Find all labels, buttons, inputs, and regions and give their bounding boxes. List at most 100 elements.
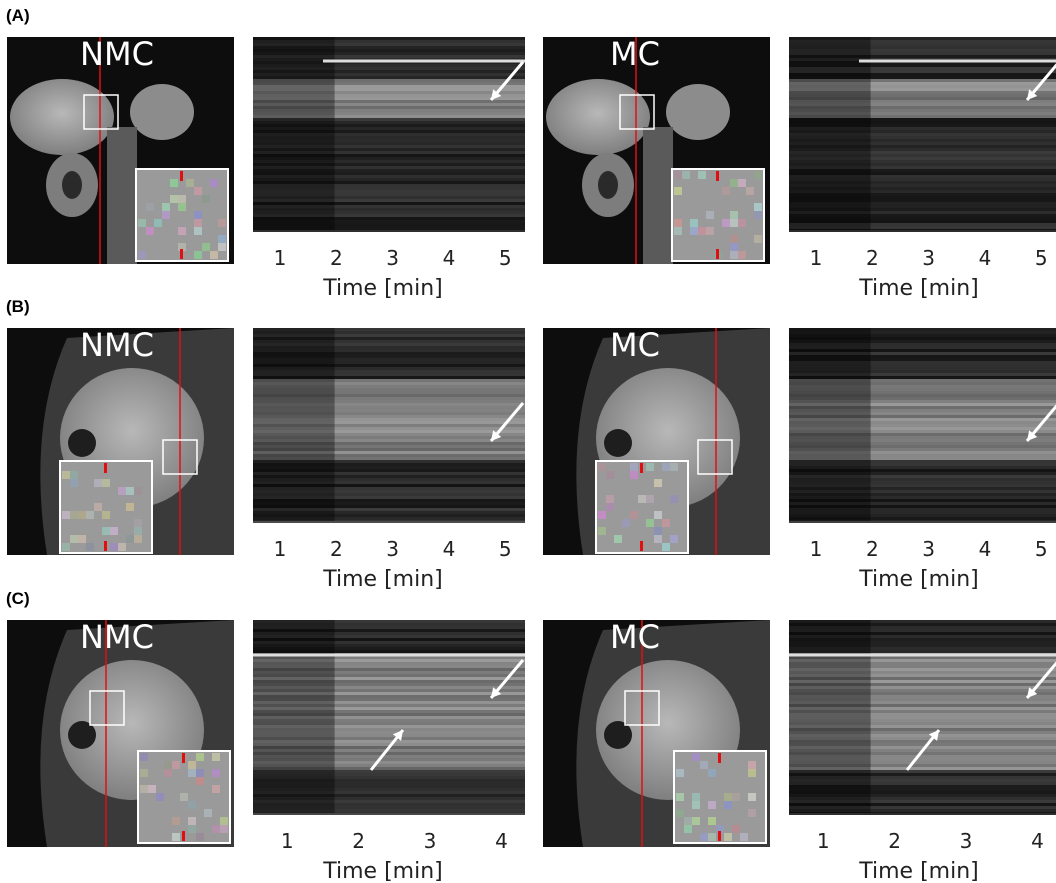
inset-pixel (134, 527, 142, 535)
stripe (253, 517, 525, 520)
stripe (253, 70, 525, 73)
stripe (253, 196, 525, 199)
stripe (789, 226, 1056, 229)
stripe (789, 175, 1056, 178)
stripe (253, 707, 525, 710)
stripe (789, 154, 1056, 157)
stripe (253, 43, 525, 46)
stripe (253, 731, 525, 734)
stripe (789, 46, 1056, 49)
x-tick-label: 2 (888, 829, 901, 853)
x-tick-label: 4 (495, 829, 508, 853)
stripe (253, 406, 525, 409)
stripe (789, 214, 1056, 217)
stripe (253, 719, 525, 722)
stripe (253, 629, 525, 632)
stripe (253, 121, 525, 124)
inset-pixel (598, 463, 606, 471)
stripe (253, 382, 525, 385)
stripe (789, 806, 1056, 809)
stripe (253, 181, 525, 184)
stripe (789, 190, 1056, 193)
stripe (789, 463, 1056, 466)
stripe (253, 716, 525, 719)
early-frames (253, 620, 335, 813)
stripe (789, 641, 1056, 644)
stripe (789, 127, 1056, 130)
stripe (789, 112, 1056, 115)
x-tick-label: 1 (274, 246, 287, 270)
stripe (253, 88, 525, 91)
stripe (789, 737, 1056, 740)
stripe (253, 229, 525, 232)
stripe (789, 779, 1056, 782)
stripe (789, 415, 1056, 418)
stripe (789, 707, 1056, 710)
inset-pixel (70, 535, 78, 543)
stripe (789, 148, 1056, 151)
stripe (253, 112, 525, 115)
stripe (789, 106, 1056, 109)
inset-pixel (94, 503, 102, 511)
x-axis-label: Time [min] (858, 276, 979, 301)
inset-pixel (654, 527, 662, 535)
stripe (789, 88, 1056, 91)
stripe (789, 647, 1056, 650)
stripe (789, 710, 1056, 713)
inset-pixel (202, 195, 210, 203)
stripe (253, 656, 525, 659)
inset-marker (182, 831, 185, 841)
stripe (789, 686, 1056, 689)
stripe (253, 457, 525, 460)
inset-pixel (606, 471, 614, 479)
inset-pixel (740, 833, 748, 841)
stripe (789, 328, 1056, 331)
stripe (253, 671, 525, 674)
stripe (789, 400, 1056, 403)
inset-pixel (746, 187, 754, 195)
stripe (253, 665, 525, 668)
organ (62, 171, 82, 199)
stripe (789, 683, 1056, 686)
x-tick-label: 5 (499, 537, 512, 561)
stripe (253, 361, 525, 364)
stripe (789, 659, 1056, 662)
stripe (253, 52, 525, 55)
inset-pixel (738, 251, 746, 259)
inset-pixel (118, 543, 126, 551)
stripe (789, 445, 1056, 448)
stripe (253, 430, 525, 433)
stripe (253, 641, 525, 644)
inset-pixel (178, 227, 186, 235)
roi-box (619, 94, 655, 130)
stripe (253, 623, 525, 626)
inset-pixel (70, 471, 78, 479)
stripe (789, 418, 1056, 421)
stripe (253, 127, 525, 130)
stripe (789, 460, 1056, 463)
stripe (789, 719, 1056, 722)
stripe (789, 94, 1056, 97)
stripe (789, 43, 1056, 46)
stripe (789, 394, 1056, 397)
stripe (253, 502, 525, 505)
inset-pixel (196, 777, 204, 785)
organ (68, 721, 96, 749)
inset-pixel (738, 219, 746, 227)
organ (598, 171, 618, 199)
stripe (789, 73, 1056, 76)
time-profile: 1 2 3 4 5 Time [min] (789, 328, 1056, 592)
inset-pixel (670, 463, 678, 471)
stripe (253, 710, 525, 713)
stripe (789, 743, 1056, 746)
stripe (253, 638, 525, 641)
stripe (253, 358, 525, 361)
stripe (253, 94, 525, 97)
stripe (789, 626, 1056, 629)
stripe (253, 370, 525, 373)
stripe (789, 178, 1056, 181)
stripe (789, 665, 1056, 668)
inset-pixel (754, 211, 762, 219)
stripe (253, 439, 525, 442)
stripe (789, 205, 1056, 208)
